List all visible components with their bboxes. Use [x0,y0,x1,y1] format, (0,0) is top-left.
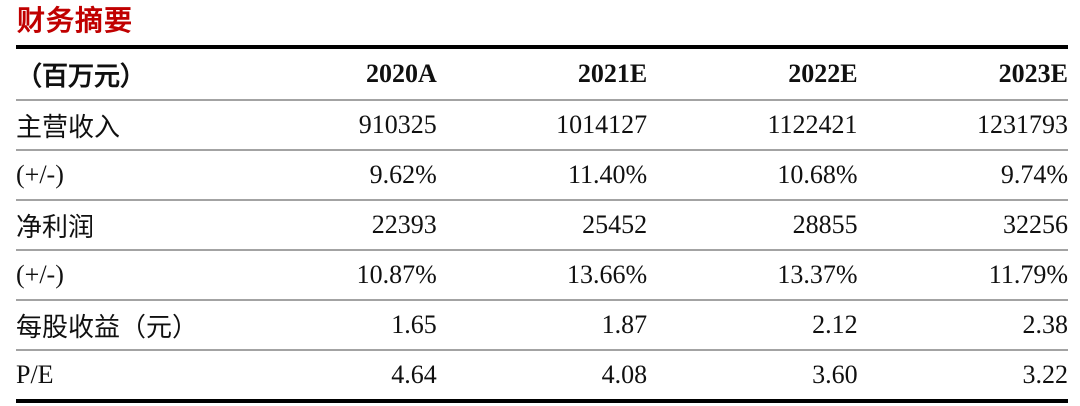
cell: 2.12 [647,300,858,351]
row-label: (+/-) [16,150,227,201]
cell: 10.87% [226,250,437,301]
unit-header-cell: （百万元） [16,47,227,101]
cell: 3.22 [1022,360,1069,389]
year-header-2023e: 2023E [857,47,1068,101]
cell: 910325 [226,100,437,151]
table-row-eps: 每股收益（元） 1.65 1.87 2.12 2.38 [16,300,1068,351]
row-label: 每股收益（元） [16,300,227,351]
cell: 9.62% [226,150,437,201]
cell: 13.66% [436,250,648,301]
cell: 1.65 [226,300,437,351]
cell: 1.87 [436,300,648,351]
row-label: (+/-) [16,250,227,301]
cell: 11.79% [857,250,1068,301]
cell: 10.68% [647,150,858,201]
table-row-revenue-growth: (+/-) 9.62% 11.40% 10.68% 9.74% [16,150,1068,201]
cell: 11.40% [436,150,648,201]
cell: 13.37% [647,250,858,301]
cell: 25452 [436,200,648,251]
year-header-2021e: 2021E [436,47,648,101]
table-row-net-profit-growth: (+/-) 10.87% 13.66% 13.37% 11.79% [16,250,1068,301]
cell: 1122421 [647,100,858,151]
cell: 32256 [857,200,1068,251]
cell: 22393 [226,200,437,251]
table-row-net-profit: 净利润 22393 25452 28855 32256 [16,200,1068,251]
row-label: 净利润 [16,200,227,251]
cell: 9.74% [857,150,1068,201]
year-header-2022e: 2022E [647,47,858,101]
cell: 2.38 [857,300,1068,351]
financial-summary-table: （百万元） 2020A 2021E 2022E 2023E 主营收入 91032… [16,45,1068,403]
cell: 4.64 [391,360,437,389]
table-row-pe: P/E 4.64 4.08 3.60 3.22 [16,350,1068,401]
year-header-2020a: 2020A [226,47,437,101]
cell: 28855 [647,200,858,251]
cell: 1014127 [436,100,648,151]
cell: 1231793 [857,100,1068,151]
row-label: 主营收入 [16,100,227,151]
table-row-revenue: 主营收入 910325 1014127 1122421 1231793 [16,100,1068,151]
table-header-row: （百万元） 2020A 2021E 2022E 2023E [16,47,1068,101]
page-title: 财务摘要 [17,5,134,36]
cell: 4.08 [601,360,648,389]
row-label: P/E [16,360,54,389]
cell: 3.60 [812,360,858,389]
